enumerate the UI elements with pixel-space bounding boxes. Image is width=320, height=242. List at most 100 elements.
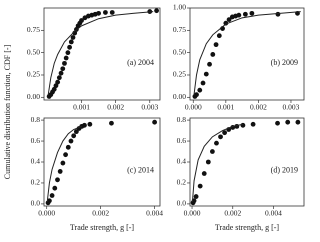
y-tick-label: 0.0 [177,199,187,208]
data-point [209,149,215,154]
data-point [203,71,209,77]
data-point [79,18,84,23]
data-point [210,52,216,57]
data-point [55,79,61,85]
y-tick-label: 0.25 [27,70,40,79]
y-tick-label: 0.6 [177,136,187,145]
x-tick-label: 0.002 [224,209,241,218]
x-axis-label: Trade strength, g [-] [215,223,279,232]
data-point [240,122,246,128]
panel-label: (d) 2019 [271,166,298,175]
data-point [193,194,199,199]
y-tick-label: 0.8 [31,115,41,124]
data-point [103,10,108,15]
data-point [65,50,71,56]
fit-line [191,123,244,202]
data-point [68,39,74,45]
chart: Cumulative distribution function, CDF [-… [3,3,305,232]
y-tick-label: 0.4 [177,157,187,166]
data-point [60,66,66,72]
data-point [207,61,212,67]
data-point [87,121,93,127]
y-tick-label: 0.0 [31,199,41,208]
x-tick-label: 0.002 [92,209,109,218]
fit-line [193,11,301,96]
data-point [200,80,206,86]
y-tick-label: 0.75 [27,25,40,34]
data-point [236,12,242,18]
y-tick-label: 0.50 [27,47,40,56]
y-tick-label: 0.25 [173,70,186,79]
y-tick-label: 0.2 [177,178,187,187]
data-point [56,75,62,81]
data-point [60,160,66,166]
y-tick-label: 0.6 [31,136,41,145]
data-point [62,60,67,66]
data-point [205,159,211,165]
data-point [295,119,301,125]
x-tick-label: 0.004 [265,209,282,218]
x-tick-label: 0.001 [217,103,234,112]
data-point [82,122,87,128]
data-point [249,10,255,16]
data-point [226,17,232,23]
data-point [63,152,68,158]
x-tick-label: 0.000 [184,209,201,218]
data-point [109,120,114,126]
data-point [53,83,59,89]
data-point [73,129,79,135]
data-point [154,8,159,14]
data-point [194,92,199,98]
y-tick-label: 0.8 [177,115,187,124]
data-point [49,193,55,198]
x-tick-label: 0.003 [141,103,158,112]
data-point [222,130,228,136]
data-point [201,171,207,176]
data-point [71,133,77,139]
data-point [52,185,58,191]
data-point [63,55,69,61]
data-point [197,87,203,93]
data-point [216,33,222,39]
panel-label: (b) 2009 [271,58,298,67]
x-tick-label: 0.004 [146,209,163,218]
data-point [65,144,71,150]
data-point [51,86,57,92]
data-point [58,70,64,76]
data-point [250,121,256,127]
x-tick-label: 0.002 [250,103,267,112]
x-tick-label: 0.002 [107,103,124,112]
data-point [218,134,223,140]
x-tick-label: 0.000 [185,103,202,112]
fit-line [47,11,154,96]
data-point [223,20,229,26]
data-point [275,120,280,126]
data-point [275,11,281,17]
plot-frame [43,7,161,101]
data-point [46,198,52,204]
y-tick-label: 0.00 [27,92,40,101]
plot-frame [189,7,305,101]
y-tick-label: 1.00 [173,3,186,12]
data-point [285,119,291,125]
x-axis-label: Trade strength, g [-] [70,223,134,232]
y-axis-label: Cumulative distribution function, CDF [-… [3,44,12,179]
data-point [96,10,101,16]
fit-line [46,125,82,202]
panel-label: (c) 2014 [127,166,154,175]
x-tick-label: 0.000 [38,209,55,218]
data-point [197,183,203,189]
data-point [70,35,76,40]
data-point [242,11,248,17]
y-tick-label: 0.75 [173,25,186,34]
data-point [55,177,60,183]
data-point [67,44,72,50]
x-tick-label: 0.003 [283,103,300,112]
data-point [214,140,219,146]
data-point [57,169,63,174]
y-tick-label: 0.2 [31,178,41,187]
y-tick-label: 0.50 [173,47,186,56]
data-point [68,138,74,144]
data-point [109,10,115,15]
